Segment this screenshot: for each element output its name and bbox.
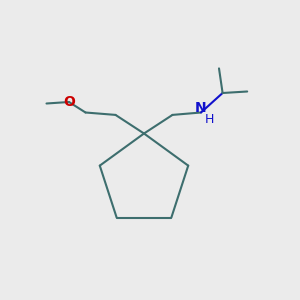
Text: H: H xyxy=(205,112,214,126)
Text: N: N xyxy=(195,101,207,115)
Text: O: O xyxy=(63,95,75,109)
